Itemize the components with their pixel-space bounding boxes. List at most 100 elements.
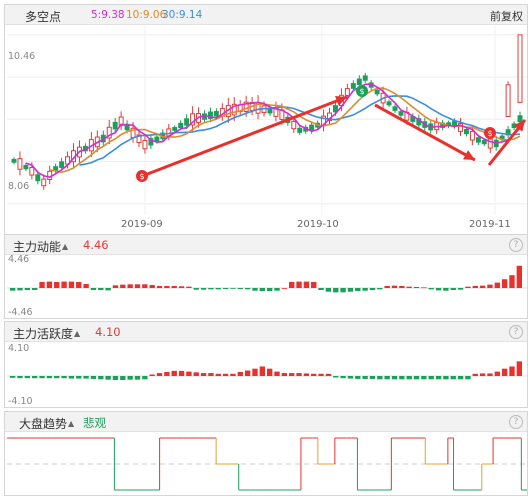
candle	[398, 111, 404, 116]
trend-chart	[7, 437, 527, 491]
bar	[61, 281, 67, 288]
bar	[509, 366, 515, 376]
power-title: 主力动能▲	[13, 238, 68, 255]
bar	[296, 373, 302, 376]
candle	[487, 138, 493, 149]
bar	[24, 376, 31, 379]
candle	[17, 158, 23, 170]
caret-icon[interactable]: ▲	[68, 419, 75, 428]
buy-signal-icon	[484, 127, 496, 139]
restore-toggle[interactable]: 前复权	[490, 10, 523, 23]
bar	[391, 376, 398, 380]
x-label-nov: 2019-11	[469, 219, 511, 230]
candle	[386, 101, 392, 106]
caret-icon[interactable]: ▲	[62, 242, 69, 251]
bar	[17, 288, 23, 291]
bar	[193, 288, 199, 290]
bar	[244, 370, 251, 376]
bar	[68, 281, 75, 288]
bar	[105, 376, 111, 380]
ma10-line	[49, 87, 521, 174]
up-arrow-head	[514, 120, 525, 132]
bar	[76, 281, 82, 288]
bar	[303, 281, 310, 288]
sell-signal-icon-glyph: $	[359, 87, 364, 96]
help-icon[interactable]: ?	[509, 238, 523, 252]
candle	[190, 113, 196, 126]
candle	[29, 167, 35, 176]
candle	[374, 89, 380, 95]
bar	[32, 376, 38, 379]
power-header: 主力动能▲ 4.46 ?	[5, 235, 527, 255]
bar	[259, 366, 265, 376]
bar	[68, 376, 75, 379]
bar	[406, 376, 412, 380]
bar	[487, 373, 493, 376]
bar	[413, 286, 420, 288]
up-arrow-head	[335, 96, 347, 106]
power-value: 4.46	[83, 238, 109, 252]
candle	[350, 83, 356, 89]
bar	[252, 368, 258, 376]
power-y-top: 4.46	[8, 254, 30, 265]
bar	[222, 288, 229, 290]
bar	[127, 376, 133, 380]
bar	[178, 370, 185, 376]
bar	[281, 288, 288, 289]
trend-title: 大盘趋势▲	[19, 415, 74, 432]
activity-header: 主力活跃度▲ 4.10 ?	[5, 322, 527, 342]
bar	[311, 373, 317, 376]
ma5-line	[25, 83, 521, 178]
bar	[134, 376, 141, 380]
bar	[384, 285, 390, 288]
bar	[46, 281, 53, 288]
bar	[156, 373, 163, 376]
bar	[134, 284, 141, 288]
bar	[501, 368, 508, 376]
bar	[333, 376, 339, 378]
bar	[347, 376, 354, 379]
bar	[435, 288, 442, 291]
bar	[516, 265, 522, 288]
bar	[178, 286, 185, 288]
bar	[98, 288, 104, 291]
ma5-label: 5:9.38	[91, 9, 125, 21]
bar	[237, 288, 243, 290]
power-title-text: 主力动能	[13, 240, 62, 254]
bar	[465, 286, 471, 288]
bar	[281, 373, 288, 376]
kline-y-bottom: 8.06	[8, 181, 30, 192]
activity-title-text: 主力活跃度	[13, 327, 74, 341]
kline-chart[interactable]: $ $ $	[5, 5, 528, 235]
bar	[303, 373, 310, 376]
help-icon[interactable]: ?	[509, 415, 523, 429]
candle	[207, 111, 213, 119]
candle	[172, 127, 178, 131]
candle	[463, 129, 469, 135]
bar	[516, 361, 522, 376]
bar	[399, 376, 405, 380]
bar	[421, 287, 427, 289]
activity-chart	[7, 361, 527, 381]
bar	[318, 373, 324, 376]
bar	[465, 376, 471, 380]
bar	[369, 288, 376, 291]
bar	[112, 285, 119, 288]
bar	[90, 288, 97, 291]
caret-icon[interactable]: ▲	[74, 329, 81, 338]
bar	[39, 281, 45, 288]
bar	[347, 288, 354, 292]
candle	[243, 101, 249, 112]
bar	[112, 376, 119, 381]
bar	[413, 376, 420, 380]
candle	[469, 130, 475, 141]
bar	[501, 279, 508, 288]
kline-y-top: 10.46	[8, 51, 36, 62]
activity-value: 4.10	[95, 325, 121, 339]
bar	[362, 288, 368, 291]
bar	[120, 376, 126, 381]
help-icon[interactable]: ?	[509, 325, 523, 339]
candle	[231, 103, 237, 116]
bar	[105, 288, 111, 291]
candle	[505, 84, 511, 117]
